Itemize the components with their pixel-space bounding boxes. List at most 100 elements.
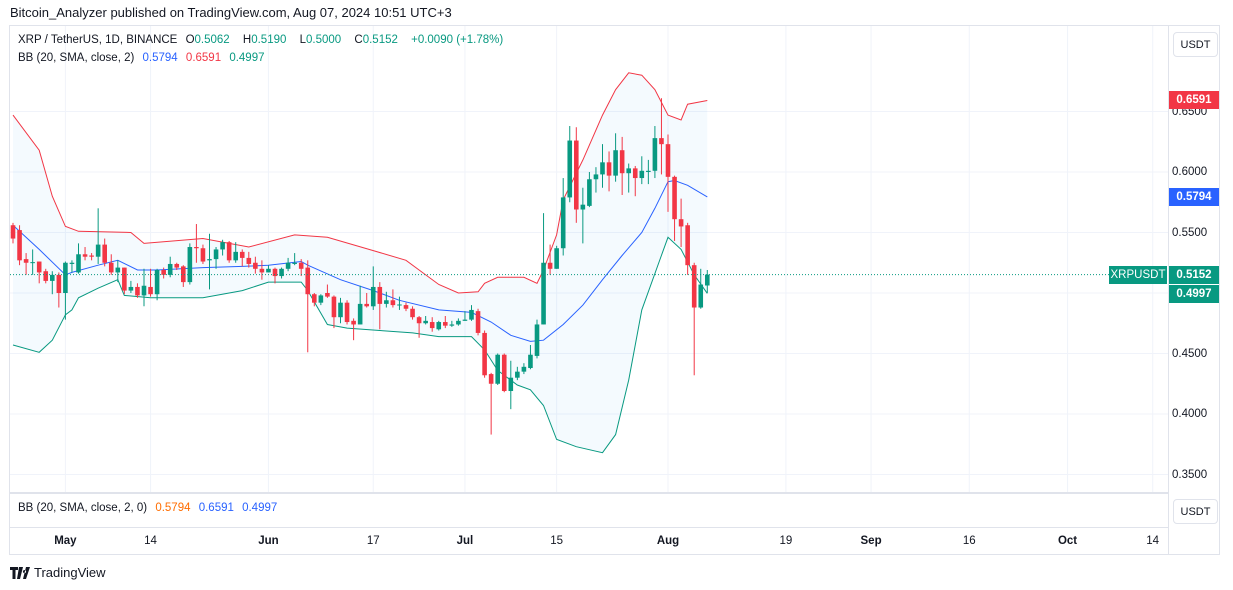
time-tick-label: Oct bbox=[1057, 535, 1078, 547]
pane2-bb-title[interactable]: BB (20, SMA, close, 2, 0) bbox=[18, 502, 148, 514]
bb-upper-value: 0.6591 bbox=[185, 52, 222, 64]
candle-body bbox=[56, 274, 62, 293]
candle-body bbox=[161, 270, 166, 275]
time-tick-label: 16 bbox=[962, 535, 976, 547]
candle-body bbox=[344, 302, 350, 323]
price-chart[interactable] bbox=[10, 26, 1168, 492]
candle-body bbox=[312, 294, 317, 303]
tradingview-logo[interactable]: TradingView bbox=[10, 565, 106, 580]
bb-upper-tag: 0.6591 bbox=[1169, 91, 1219, 110]
candle-body bbox=[36, 261, 42, 273]
candle-body bbox=[429, 322, 435, 329]
candle-body bbox=[43, 271, 49, 281]
candle-body bbox=[495, 354, 500, 384]
candle-body bbox=[10, 225, 16, 239]
candle-body bbox=[285, 262, 291, 269]
time-tick-label: Jul bbox=[456, 535, 474, 547]
candle-body bbox=[691, 265, 697, 308]
candle-body bbox=[325, 293, 330, 297]
candle-body bbox=[370, 286, 376, 307]
candle-body bbox=[154, 270, 160, 295]
candle-body bbox=[292, 262, 297, 264]
candle-body bbox=[364, 303, 369, 307]
price-tick-label: 0.4500 bbox=[1172, 347, 1208, 360]
candle-body bbox=[122, 267, 127, 291]
candle-body bbox=[606, 162, 612, 176]
candle-body bbox=[652, 138, 658, 171]
candle-body bbox=[600, 162, 605, 175]
candle-body bbox=[554, 248, 559, 269]
candle-body bbox=[351, 320, 356, 325]
pane-separator[interactable] bbox=[10, 492, 1168, 494]
candle-body bbox=[705, 274, 710, 286]
candle-body bbox=[580, 204, 586, 210]
candle-body bbox=[639, 170, 645, 179]
candle-body bbox=[266, 268, 271, 273]
candle-body bbox=[397, 304, 402, 306]
price-tick-label: 0.3500 bbox=[1172, 468, 1208, 481]
candle-body bbox=[659, 138, 664, 145]
candle-body bbox=[593, 174, 599, 180]
candle-body bbox=[528, 354, 533, 369]
pane2-value-2: 0.6591 bbox=[198, 502, 234, 514]
bb-basis-line bbox=[12, 179, 708, 342]
bb-basis-tag: 0.5794 bbox=[1169, 187, 1219, 206]
bb-upper-line bbox=[12, 72, 708, 294]
candle-body bbox=[30, 262, 35, 264]
time-tick-label: 17 bbox=[366, 535, 380, 547]
candle-body bbox=[305, 267, 311, 295]
candle-body bbox=[449, 324, 455, 326]
price-tick-label: 0.5500 bbox=[1172, 226, 1208, 239]
symbol-title: XRP / TetherUS, 1D, BINANCE bbox=[18, 34, 178, 46]
candle-body bbox=[443, 322, 448, 326]
change-value: +0.0090 (+1.78%) bbox=[411, 34, 504, 46]
time-tick-label: 14 bbox=[144, 535, 157, 547]
candle-body bbox=[469, 309, 474, 320]
time-axis[interactable]: May 14 Jun 17 Jul 15 Aug 19 Sep 16 Oct 14 bbox=[10, 527, 1168, 555]
candle-body bbox=[23, 259, 29, 263]
candle-body bbox=[619, 150, 625, 174]
candle-body bbox=[416, 317, 422, 324]
candle-body bbox=[135, 286, 140, 296]
candle-body bbox=[259, 268, 265, 273]
candle-body bbox=[187, 247, 193, 283]
price-tick-label: 0.6000 bbox=[1172, 166, 1208, 178]
bb-lower-line bbox=[12, 236, 708, 454]
brand-name: TradingView bbox=[34, 565, 106, 580]
bb-band-fill bbox=[13, 72, 708, 453]
candle-body bbox=[338, 302, 343, 318]
candle-body bbox=[102, 244, 107, 263]
bb-lower-tag: 0.4997 bbox=[1169, 284, 1219, 303]
candle-body bbox=[547, 262, 553, 269]
currency-button[interactable]: USDT bbox=[1173, 32, 1218, 57]
symbol-tag: XRPUSDT bbox=[1109, 265, 1167, 284]
time-tick-label: 15 bbox=[550, 535, 564, 547]
candle-body bbox=[678, 219, 684, 227]
candle-body bbox=[233, 251, 238, 261]
candle-body bbox=[50, 274, 55, 281]
candle-body bbox=[587, 179, 592, 206]
price-axis[interactable] bbox=[1168, 26, 1220, 554]
time-tick-label: Sep bbox=[860, 535, 882, 547]
bb-title[interactable]: BB (20, SMA, close, 2) bbox=[18, 52, 135, 64]
pane2-value-1: 0.5794 bbox=[155, 502, 191, 514]
candle-body bbox=[17, 230, 22, 261]
candle-body bbox=[475, 311, 481, 333]
candle-body bbox=[698, 284, 704, 308]
candle-body bbox=[279, 268, 284, 277]
candle-body bbox=[246, 257, 252, 264]
candle-body bbox=[226, 242, 232, 261]
candle-body bbox=[89, 255, 94, 257]
candle-body bbox=[377, 286, 383, 304]
low-value: 0.5000 bbox=[306, 34, 342, 46]
candle-body bbox=[115, 267, 121, 273]
symbol-legend: XRP / TetherUS, 1D, BINANCE O0.5062 H0.5… bbox=[18, 34, 504, 46]
pane2-currency-button[interactable]: USDT bbox=[1173, 499, 1218, 524]
candle-body bbox=[174, 263, 180, 268]
candle-body bbox=[685, 225, 690, 266]
pane2-legend: BB (20, SMA, close, 2, 0) 0.5794 0.6591 … bbox=[18, 502, 282, 514]
candle-body bbox=[560, 197, 566, 249]
price-tick-label: 0.4000 bbox=[1172, 408, 1208, 420]
candle-body bbox=[515, 371, 520, 378]
bb-lower-value: 0.4997 bbox=[229, 52, 265, 64]
